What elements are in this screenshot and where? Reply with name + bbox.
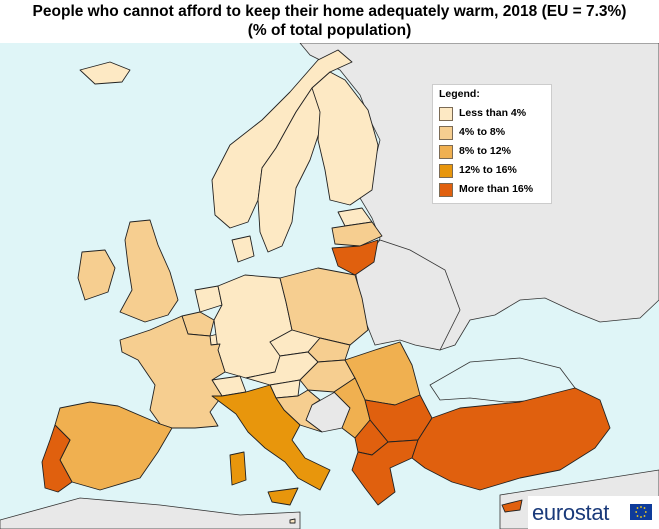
country-italy-sicily[interactable]	[267, 487, 299, 506]
title-line-2: (% of total population)	[247, 22, 412, 39]
country-italy-sardinia[interactable]	[229, 451, 247, 486]
legend-title: Legend:	[439, 88, 480, 100]
country-malta[interactable]	[289, 518, 296, 524]
country-finland[interactable]	[311, 71, 379, 206]
country-ireland[interactable]	[77, 249, 116, 301]
map-title: People who cannot afford to keep their h…	[0, 2, 659, 40]
legend-label: 8% to 12%	[459, 145, 511, 157]
legend-swatch	[439, 107, 453, 121]
country-iceland[interactable]	[79, 61, 131, 85]
country-united-kingdom[interactable]	[119, 219, 179, 323]
country-turkey[interactable]	[411, 387, 611, 491]
belarus-ukraine-block	[354, 239, 461, 351]
eurostat-logo: eurostat	[528, 496, 659, 529]
legend-swatch	[439, 126, 453, 140]
legend-label: More than 16%	[459, 183, 534, 195]
map-legend: Legend: Less than 4% 4% to 8% 8% to 12% …	[432, 84, 552, 204]
legend-label: 12% to 16%	[459, 164, 517, 176]
europe-map	[0, 43, 659, 529]
country-portugal[interactable]	[41, 424, 73, 493]
legend-swatch	[439, 183, 453, 197]
country-lithuania[interactable]	[331, 239, 379, 276]
country-poland[interactable]	[279, 267, 369, 346]
country-greece[interactable]	[351, 439, 419, 506]
legend-label: Less than 4%	[459, 107, 527, 119]
country-denmark[interactable]	[231, 235, 255, 263]
country-italy[interactable]	[211, 384, 331, 491]
country-latvia[interactable]	[331, 221, 383, 247]
eu-flag-icon	[630, 504, 652, 520]
north-africa	[0, 497, 301, 529]
logo-text: eurostat	[532, 500, 610, 525]
country-cyprus[interactable]	[501, 499, 523, 513]
title-line-1: People who cannot afford to keep their h…	[32, 3, 627, 20]
legend-swatch	[439, 164, 453, 178]
legend-label: 4% to 8%	[459, 126, 506, 138]
legend-swatch	[439, 145, 453, 159]
country-sweden[interactable]	[257, 87, 323, 253]
